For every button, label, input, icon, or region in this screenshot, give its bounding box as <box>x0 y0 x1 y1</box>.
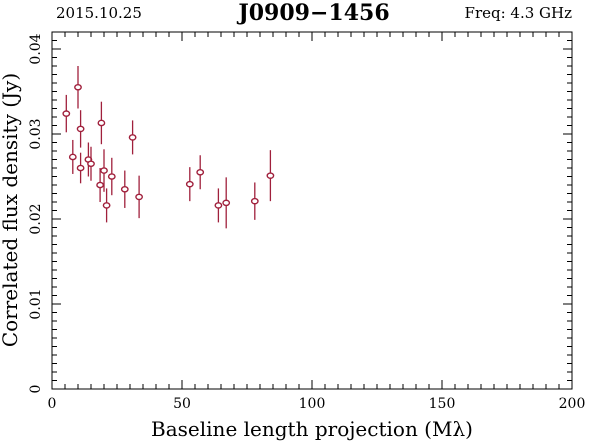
data-point <box>74 66 82 109</box>
x-tick-label: 200 <box>559 396 586 412</box>
point-marker <box>266 172 275 179</box>
y-tick-label: 0.02 <box>28 203 44 234</box>
x-tick-label: 0 <box>48 396 57 412</box>
point-marker <box>68 153 77 161</box>
point-marker <box>87 160 95 168</box>
y-axis-label: Correlated flux density (Jy) <box>0 73 22 347</box>
x-tick-label: 100 <box>299 396 326 412</box>
x-tick-label: 50 <box>173 396 191 412</box>
point-marker <box>196 168 205 176</box>
source-name-title: J0909−1456 <box>236 0 389 26</box>
data-point <box>96 168 105 202</box>
data-point <box>76 110 85 148</box>
data-point <box>135 175 144 219</box>
data-point <box>100 149 108 192</box>
point-marker <box>107 173 116 180</box>
point-marker <box>135 193 144 201</box>
y-tick-label: 0.04 <box>28 33 44 64</box>
data-point <box>107 157 116 196</box>
data-point <box>196 155 205 190</box>
point-marker <box>120 185 129 193</box>
data-point <box>214 188 223 223</box>
point-marker <box>76 125 85 133</box>
data-points <box>62 66 275 229</box>
x-axis-label: Baseline length projection (Mλ) <box>151 417 473 441</box>
data-point <box>76 152 85 184</box>
data-point <box>128 120 137 155</box>
data-point <box>62 94 71 133</box>
data-point <box>185 167 194 202</box>
point-marker <box>76 164 85 172</box>
point-marker <box>100 167 108 174</box>
data-point <box>266 150 275 202</box>
point-marker <box>222 199 231 207</box>
point-marker <box>185 180 194 188</box>
point-marker <box>128 134 137 141</box>
data-point <box>102 188 111 223</box>
y-tick-label: 0.03 <box>28 118 44 149</box>
point-marker <box>214 202 223 209</box>
frequency-label: Freq: 4.3 GHz <box>465 4 573 22</box>
data-point <box>250 182 259 220</box>
point-marker <box>96 181 105 189</box>
data-point <box>222 177 231 229</box>
point-marker <box>97 119 106 127</box>
point-marker <box>74 83 82 91</box>
y-axis: 0 0.01 0.02 0.03 0.04 <box>28 31 572 394</box>
x-tick-label: 150 <box>429 396 456 412</box>
data-point <box>97 101 106 145</box>
y-tick-label: 0 <box>28 385 44 394</box>
x-axis: 0 50 100 150 200 <box>48 32 586 412</box>
point-marker <box>250 197 259 205</box>
plot-frame <box>51 31 573 390</box>
point-marker <box>62 110 71 117</box>
data-point <box>87 146 95 181</box>
data-point <box>120 170 129 208</box>
point-marker <box>102 202 111 209</box>
data-point <box>68 139 77 174</box>
date-label: 2015.10.25 <box>56 4 142 22</box>
y-tick-label: 0.01 <box>28 288 44 319</box>
